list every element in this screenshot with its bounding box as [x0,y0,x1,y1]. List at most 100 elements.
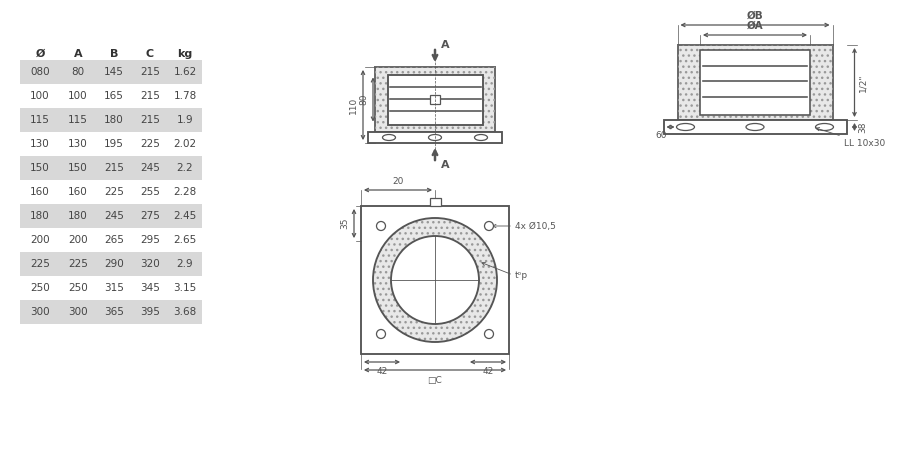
Text: 295: 295 [140,235,160,245]
Text: 60: 60 [656,131,667,140]
Ellipse shape [428,135,442,140]
Text: 2.65: 2.65 [174,235,196,245]
Text: 42: 42 [482,367,493,376]
Text: 150: 150 [68,163,88,173]
Text: 100: 100 [68,91,88,101]
Text: 2.9: 2.9 [176,259,194,269]
Text: 245: 245 [140,163,160,173]
Text: 2.02: 2.02 [174,139,196,149]
Text: 200: 200 [31,235,50,245]
Text: 250: 250 [68,283,88,293]
Text: 165: 165 [104,91,124,101]
Text: 160: 160 [68,187,88,197]
Circle shape [484,221,493,230]
Bar [388,75,482,125]
Ellipse shape [746,123,764,130]
Text: 315: 315 [104,283,124,293]
Text: 345: 345 [140,283,160,293]
Text: 150: 150 [30,163,50,173]
Text: 225: 225 [140,139,160,149]
Bar [20,204,202,228]
Text: 130: 130 [30,139,50,149]
Circle shape [391,236,479,324]
Text: 115: 115 [30,115,50,125]
Text: 195: 195 [104,139,124,149]
Text: 160: 160 [30,187,50,197]
Text: □C: □C [428,376,443,385]
Ellipse shape [474,135,488,140]
Text: 225: 225 [30,259,50,269]
Text: 180: 180 [68,211,88,221]
Text: 1/2": 1/2" [859,73,868,92]
Text: 115: 115 [68,115,88,125]
Circle shape [376,329,385,338]
Text: C: C [146,49,154,59]
Text: 110: 110 [349,96,358,113]
Circle shape [373,218,497,342]
Bar [20,156,202,180]
Ellipse shape [677,123,695,130]
Text: 225: 225 [68,259,88,269]
Text: 080: 080 [31,67,50,77]
Ellipse shape [815,123,833,130]
Text: 1.78: 1.78 [174,91,196,101]
Text: 300: 300 [31,307,50,317]
Text: 290: 290 [104,259,124,269]
Text: 215: 215 [140,91,160,101]
Text: 255: 255 [140,187,160,197]
Text: 215: 215 [140,67,160,77]
Circle shape [484,329,493,338]
Text: A: A [441,40,450,50]
Text: 225: 225 [104,187,124,197]
Text: 1.9: 1.9 [176,115,194,125]
Text: kg: kg [177,49,193,59]
Text: 2.2: 2.2 [176,163,194,173]
Text: 80: 80 [71,67,85,77]
Text: 180: 180 [104,115,124,125]
Text: 2.45: 2.45 [174,211,196,221]
Text: 250: 250 [30,283,50,293]
Text: 35: 35 [340,218,349,229]
Text: 20: 20 [392,177,404,186]
Text: 365: 365 [104,307,124,317]
Bar [368,132,502,143]
Text: 100: 100 [31,91,50,101]
Text: 395: 395 [140,307,160,317]
Text: 215: 215 [104,163,124,173]
Bar [20,60,202,84]
Text: 320: 320 [140,259,160,269]
Bar [20,108,202,132]
Bar [429,198,440,206]
Text: A: A [441,160,450,170]
Bar [678,45,833,120]
Bar [20,300,202,324]
Text: A: A [74,49,82,59]
Text: Ø: Ø [35,49,45,59]
Text: 180: 180 [30,211,50,221]
Text: LL 10x30: LL 10x30 [816,127,886,148]
Text: 2.28: 2.28 [174,187,196,197]
Bar [663,120,847,134]
Text: 300: 300 [68,307,88,317]
Text: 3.68: 3.68 [174,307,196,317]
Text: 275: 275 [140,211,160,221]
Bar [430,95,440,104]
Text: 130: 130 [68,139,88,149]
Text: 42: 42 [376,367,388,376]
Text: tᵒp: tᵒp [515,270,528,279]
Text: ØB: ØB [747,11,763,21]
Bar [375,67,495,132]
Text: 245: 245 [104,211,124,221]
Text: 215: 215 [140,115,160,125]
Bar [375,67,495,132]
Text: B: B [110,49,118,59]
Bar [678,45,833,120]
Text: 1.62: 1.62 [174,67,196,77]
Text: 3.15: 3.15 [174,283,196,293]
Text: 4x Ø10,5: 4x Ø10,5 [515,221,556,230]
Text: ØA: ØA [747,21,763,31]
Bar [700,50,810,115]
Bar [361,206,509,354]
Text: 200: 200 [68,235,88,245]
Bar [20,252,202,276]
